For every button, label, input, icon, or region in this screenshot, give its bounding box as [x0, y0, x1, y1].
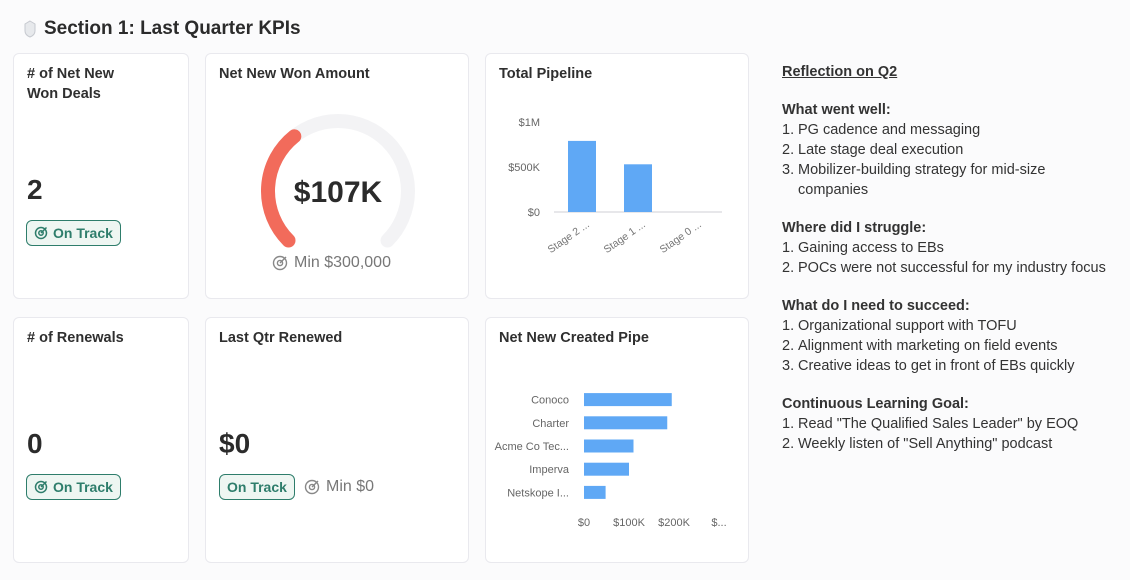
status-label: On Track: [53, 225, 113, 241]
reflection-heading: What do I need to succeed:: [782, 298, 970, 314]
bar[interactable]: [584, 393, 672, 407]
shield-icon: [24, 20, 36, 38]
y-tick-label: Conoco: [531, 395, 569, 407]
reflection-group: Where did I struggle: 1. Gaining access to…: [782, 218, 1112, 278]
status-badge: On Track: [219, 474, 295, 500]
y-tick-label: Netskope I...: [507, 487, 569, 499]
target-icon: [34, 226, 48, 240]
reflection-list: 1. Gaining access to EBs 2. POCs were not s…: [782, 238, 1112, 278]
reflection-item: 2. Weekly listen of "Sell Anything" podca…: [782, 436, 1053, 452]
section-title: Section 1: Last Quarter KPIs: [44, 18, 301, 39]
reflection-item: 2. Alignment with marketing on field even…: [782, 338, 1058, 354]
card-title-line: Won Deals: [27, 86, 101, 102]
reflection-heading: What went well:: [782, 102, 891, 118]
y-tick-label: Acme Co Tec...: [495, 441, 569, 453]
metric-value: $0: [219, 428, 251, 459]
reflection-panel: Reflection on Q2 What went well: 1. PG cad…: [782, 62, 1112, 472]
card-title: Net New Won Amount: [219, 66, 370, 82]
bar[interactable]: [584, 485, 606, 499]
reflection-item: 3. Mobilizer-building strategy for mid-si…: [782, 162, 1046, 198]
created-pipe-chart: Conoco Charter Acme Co Tec... Imperva Netsko…: [495, 393, 727, 529]
target-icon: [304, 479, 320, 495]
x-tick-label: $200K: [658, 517, 690, 529]
reflection-list: 1. Read "The Qualified Sales Leader" by E…: [782, 414, 1112, 454]
card-total-pipeline[interactable]: Total Pipeline $0 $500K $1M Stage 2 ... Stag…: [485, 53, 749, 299]
reflection-group: Continuous Learning Goal: 1. Read "The Qua…: [782, 394, 1112, 454]
x-tick-label: Stage 2 ...: [546, 219, 592, 256]
min-label: Min $0: [326, 478, 375, 495]
min-label: Min $300,000: [294, 254, 391, 271]
reflection-groups: What went well: 1. PG cadence and messagin…: [782, 100, 1112, 454]
reflection-item: 1. Organizational support with TOFU: [782, 318, 1017, 334]
metric-value: 2: [27, 174, 43, 205]
metric-value: 0: [27, 428, 43, 459]
card-title-line: # of Net New: [27, 66, 115, 82]
card-net-new-won-amount[interactable]: Net New Won Amount $107K Min $300,000: [205, 53, 469, 299]
y-tick-label: Imperva: [529, 464, 570, 476]
reflection-heading: Where did I struggle:: [782, 220, 927, 236]
y-tick-label: $500K: [508, 162, 540, 174]
status-badge: On Track: [26, 220, 121, 246]
card-title: Last Qtr Renewed: [219, 330, 343, 346]
gauge: [261, 114, 415, 248]
reflection-title: Reflection on Q2: [782, 64, 898, 80]
reflection-item: 3. Creative ideas to get in front of EBs …: [782, 358, 1075, 374]
status-label: On Track: [53, 479, 113, 495]
reflection-item: 1. Read "The Qualified Sales Leader" by E…: [782, 416, 1079, 432]
card-renewals[interactable]: # of Renewals 0 On Track: [13, 317, 189, 563]
bar[interactable]: [624, 164, 652, 212]
card-net-new-won-deals[interactable]: # of Net New Won Deals 2 On Track: [13, 53, 189, 299]
y-tick-label: $1M: [519, 117, 540, 129]
x-tick-label: $...: [711, 517, 726, 529]
reflection-list: 1. PG cadence and messaging 2. Late stage d…: [782, 120, 1112, 200]
card-last-qtr-renewed[interactable]: Last Qtr Renewed $0 On Track Min $0: [205, 317, 469, 563]
status-label: On Track: [227, 479, 287, 495]
bar[interactable]: [568, 140, 596, 212]
section-header: Section 1: Last Quarter KPIs: [24, 16, 301, 42]
card-title: # of Renewals: [27, 330, 124, 346]
card-title: # of Net New Won Deals: [27, 64, 114, 104]
min-target: Min $300,000: [272, 254, 391, 272]
bar[interactable]: [584, 416, 668, 430]
reflection-item: 2. POCs were not successful for my indust…: [782, 260, 1106, 276]
target-icon: [34, 480, 48, 494]
card-net-new-created-pipe[interactable]: Net New Created Pipe Conoco Charter Acme C…: [485, 317, 749, 563]
total-pipeline-chart: $0 $500K $1M Stage 2 ... Stage 1 ... Stage 0 …: [508, 117, 722, 256]
x-tick-label: Stage 1 ...: [602, 219, 648, 256]
metric-value: $107K: [293, 176, 383, 209]
reflection-heading: Continuous Learning Goal:: [782, 396, 969, 412]
reflection-item: 1. PG cadence and messaging: [782, 122, 981, 138]
reflection-item: 1. Gaining access to EBs: [782, 240, 944, 256]
target-icon: [272, 255, 288, 271]
y-tick-label: Charter: [532, 418, 569, 430]
reflection-group: What do I need to succeed: 1. Organization…: [782, 296, 1112, 376]
gauge-fill: [261, 129, 302, 248]
x-tick-label: $100K: [613, 517, 645, 529]
reflection-group: What went well: 1. PG cadence and messagin…: [782, 100, 1112, 200]
bar[interactable]: [584, 462, 629, 476]
reflection-list: 1. Organizational support with TOFU 2. Alig…: [782, 316, 1112, 376]
min-target: Min $0: [304, 478, 374, 496]
x-tick-label: $0: [578, 517, 590, 529]
status-badge: On Track: [26, 474, 121, 500]
x-tick-label: Stage 0 ...: [658, 219, 704, 256]
y-tick-label: $0: [528, 207, 540, 219]
bar[interactable]: [584, 439, 634, 453]
reflection-item: 2. Late stage deal execution: [782, 142, 964, 158]
card-title: Total Pipeline: [499, 66, 593, 82]
card-title: Net New Created Pipe: [499, 330, 649, 346]
